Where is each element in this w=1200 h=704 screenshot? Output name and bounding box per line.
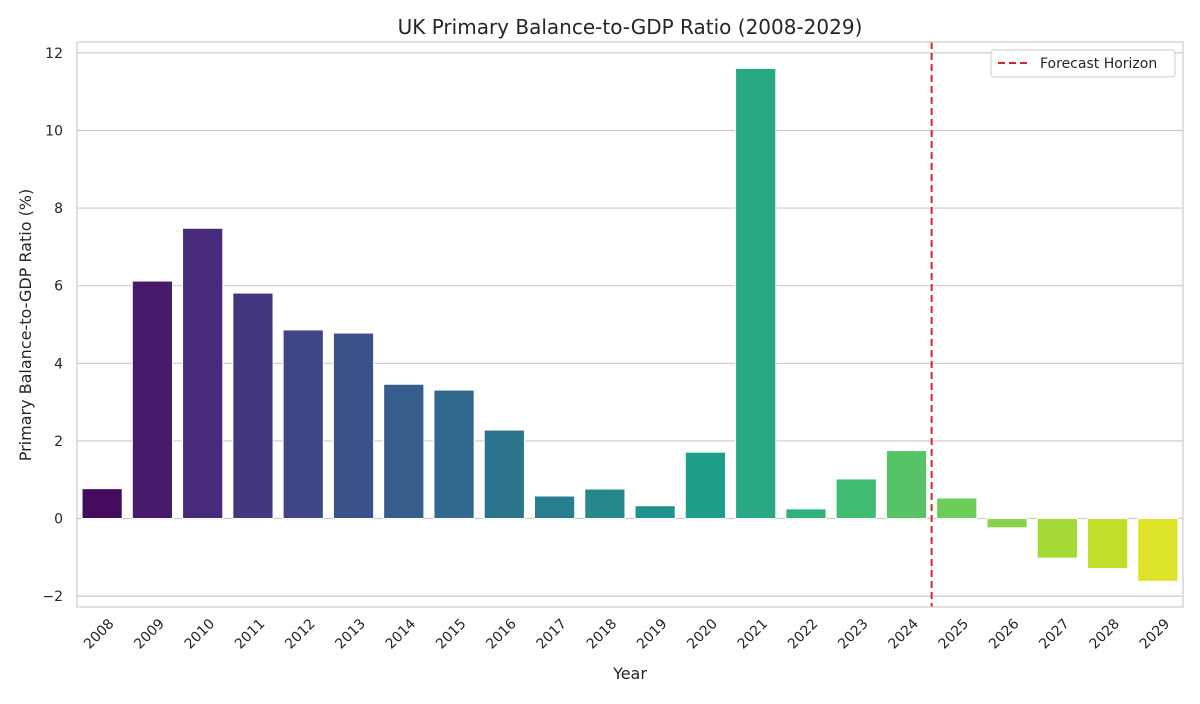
- y-tick-label: 6: [54, 279, 63, 295]
- bar-2024: [885, 450, 928, 520]
- y-axis-label: Primary Balance-to-GDP Ratio (%): [16, 189, 35, 462]
- x-tick-label: 2021: [735, 616, 772, 653]
- y-tick-label: 10: [45, 123, 63, 139]
- bar-2028: [1086, 518, 1129, 570]
- bar-2018: [584, 488, 626, 520]
- bar-2013: [332, 332, 375, 520]
- bar-2027: [1036, 518, 1078, 559]
- y-tick-label: 4: [54, 356, 63, 372]
- bar-2020: [684, 451, 727, 520]
- bar-2019: [634, 505, 676, 520]
- x-tick-label: 2028: [1087, 616, 1124, 653]
- bar-2021: [735, 67, 777, 520]
- bars: [81, 67, 1179, 582]
- x-tick-label: 2017: [534, 616, 571, 653]
- x-tick-label: 2016: [483, 616, 520, 653]
- bar-2008: [81, 488, 123, 520]
- bar-2025: [936, 497, 978, 520]
- chart-title: UK Primary Balance-to-GDP Ratio (2008-20…: [398, 15, 863, 39]
- x-tick-label: 2008: [81, 616, 118, 653]
- y-tick-label: 0: [54, 512, 63, 528]
- legend-entry-forecast-horizon: Forecast Horizon: [1040, 56, 1157, 72]
- x-tick-label: 2025: [936, 616, 973, 653]
- legend-box: [990, 49, 1176, 78]
- x-tick-label: 2029: [1137, 616, 1174, 653]
- x-tick-label: 2012: [282, 616, 319, 653]
- plot-frame: [76, 41, 1184, 608]
- x-tick-label: 2014: [383, 616, 420, 653]
- x-tick-label: 2026: [986, 616, 1023, 653]
- bar-2016: [483, 429, 525, 520]
- bar-2026: [986, 518, 1028, 529]
- bar-2010: [182, 227, 224, 520]
- x-axis-label: Year: [612, 664, 647, 683]
- bar-2009: [131, 280, 174, 520]
- x-tick-labels: 2008 2009 2010 2011 2012 2013 2014 2015 2016 2017…: [81, 616, 1173, 653]
- y-tick-label: 2: [54, 434, 63, 450]
- bar-2022: [785, 508, 827, 520]
- bar-2017: [533, 495, 576, 520]
- x-tick-label: 2013: [332, 616, 369, 653]
- y-tick-label: −2: [42, 589, 63, 605]
- x-tick-label: 2024: [885, 616, 922, 653]
- bar-2023: [835, 478, 877, 520]
- bar-2014: [383, 383, 425, 520]
- x-tick-label: 2010: [182, 616, 219, 653]
- bar-2029: [1137, 518, 1179, 582]
- y-tick-label: 8: [54, 201, 63, 217]
- bar-2012: [282, 329, 324, 520]
- x-tick-label: 2009: [131, 616, 168, 653]
- x-tick-label: 2027: [1036, 616, 1073, 653]
- x-tick-label: 2020: [684, 616, 721, 653]
- x-tick-label: 2015: [433, 616, 470, 653]
- x-tick-label: 2019: [634, 616, 671, 653]
- y-tick-label: 12: [45, 46, 63, 62]
- bar-2011: [232, 292, 274, 520]
- x-tick-label: 2022: [785, 616, 822, 653]
- bar-2015: [433, 389, 475, 520]
- x-tick-label: 2011: [232, 616, 269, 653]
- y-tick-labels: −2 0 2 4 6 8 10 12: [42, 46, 63, 605]
- x-tick-label: 2023: [835, 616, 872, 653]
- legend: Forecast Horizon: [990, 49, 1176, 78]
- x-tick-label: 2018: [584, 616, 621, 653]
